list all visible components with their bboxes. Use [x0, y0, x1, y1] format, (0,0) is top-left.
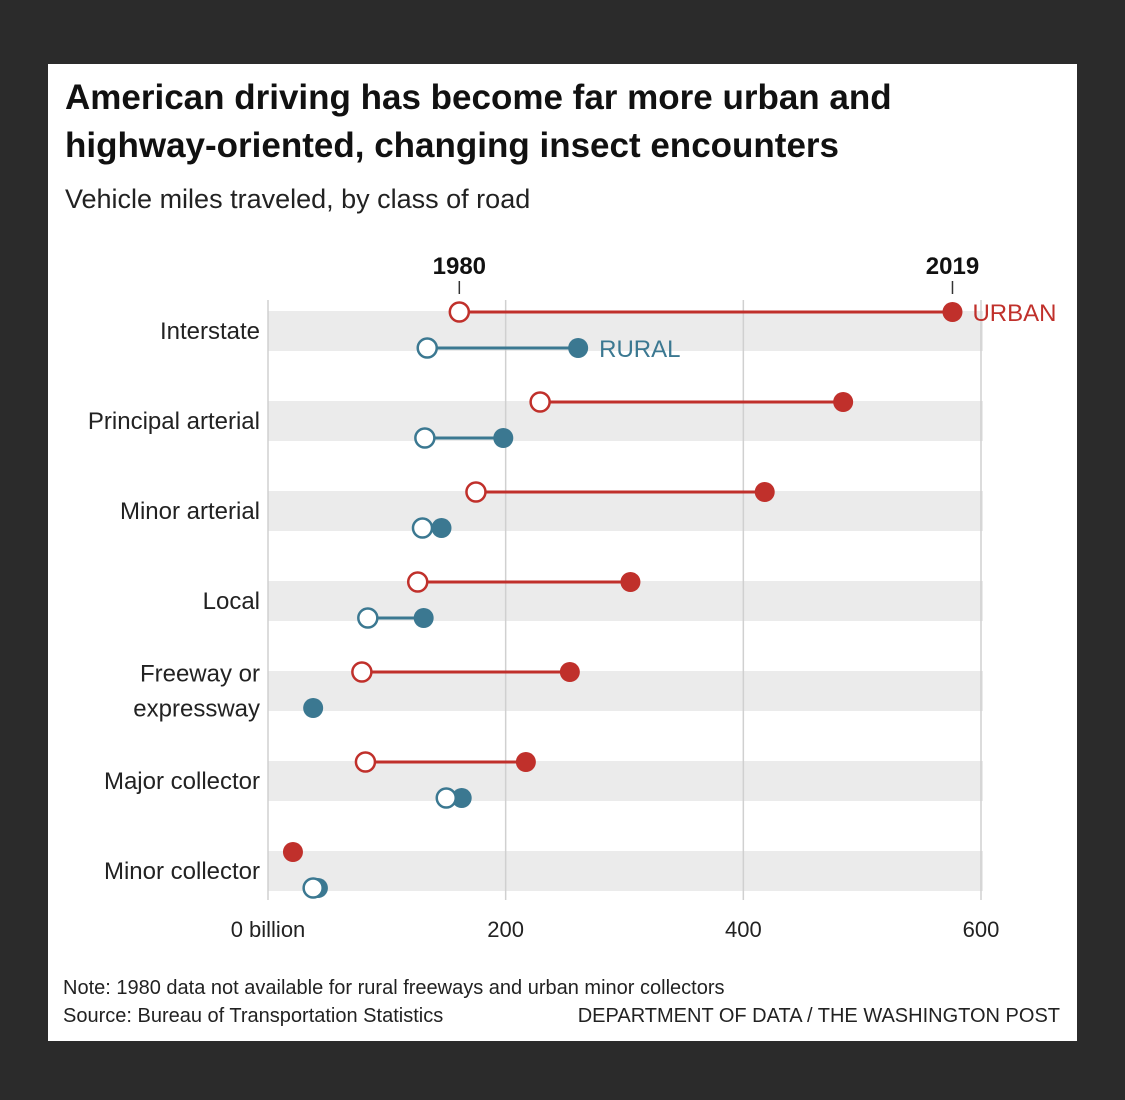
row-band — [268, 311, 983, 351]
rural-2019-point — [413, 608, 434, 628]
urban-series-label: URBAN — [972, 300, 1056, 327]
rural-1980-point — [302, 877, 324, 899]
rural-2019-point — [431, 518, 452, 538]
chart-title: American driving has become far more urb… — [65, 78, 892, 165]
row-band — [268, 851, 983, 891]
x-tick-label: 200 — [487, 917, 524, 942]
category-label: Interstate — [160, 318, 260, 345]
urban-2019-point — [282, 842, 303, 862]
rural-series-label: RURAL — [599, 336, 680, 363]
footer-credit: DEPARTMENT OF DATA / THE WASHINGTON POST — [577, 1005, 1060, 1027]
rural-2019-point — [451, 788, 472, 808]
urban-2019-point — [620, 572, 641, 592]
row-band — [268, 401, 983, 441]
urban-2019-point — [754, 482, 775, 502]
row-band — [268, 671, 983, 711]
rural-1980-point — [411, 517, 434, 539]
rural-2019-point — [493, 428, 514, 448]
chart-subtitle: Vehicle miles traveled, by class of road — [65, 184, 531, 214]
urban-2019-point — [559, 662, 580, 682]
urban-1980-point — [406, 571, 429, 593]
x-tick-label: 600 — [963, 917, 1000, 942]
rural-1980-point — [435, 787, 457, 809]
urban-2019-point — [833, 392, 854, 412]
urban-2019-point — [515, 752, 536, 772]
footer-source: Source: Bureau of Transportation Statist… — [63, 1005, 444, 1027]
urban-1980-point — [465, 481, 487, 503]
rural-1980-point — [414, 427, 436, 449]
category-label: Principal arterial — [88, 408, 260, 435]
category-label: expressway — [133, 696, 260, 723]
row-band — [268, 491, 983, 531]
category-label: Minor collector — [104, 858, 260, 885]
category-label: Freeway or — [140, 661, 260, 688]
category-label: Local — [203, 588, 260, 615]
category-label: Major collector — [104, 768, 260, 795]
x-tick-label: 400 — [725, 917, 762, 942]
rural-1980-point — [416, 337, 438, 359]
urban-1980-point — [354, 751, 377, 773]
x-tick-label: 0 billion — [231, 917, 306, 942]
row-band — [268, 761, 983, 801]
rural-2019-point — [568, 338, 589, 358]
urban-1980-point — [529, 391, 551, 413]
urban-2019-point — [942, 302, 963, 322]
footer-note: Note: 1980 data not available for rural … — [63, 977, 725, 999]
urban-1980-point — [448, 301, 471, 323]
rural-1980-point — [357, 607, 379, 629]
rural-2019-point — [303, 698, 324, 718]
year-label: 1980 — [433, 253, 486, 280]
urban-1980-point — [351, 661, 373, 683]
category-label: Minor arterial — [120, 498, 260, 525]
year-label: 2019 — [926, 253, 979, 280]
